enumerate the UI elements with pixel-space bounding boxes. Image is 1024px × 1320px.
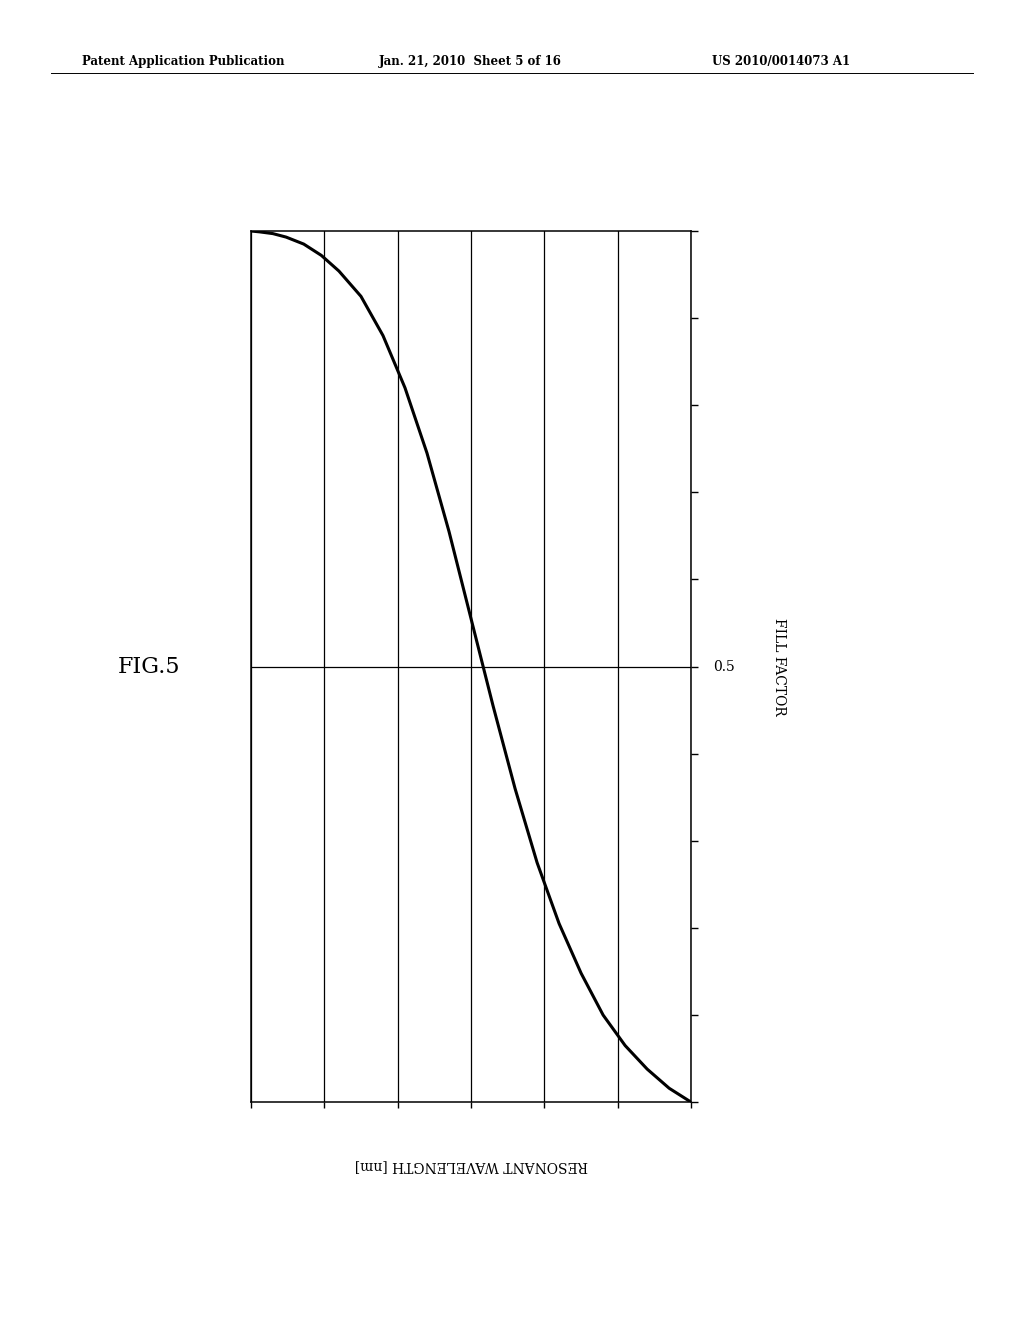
- Text: Jan. 21, 2010  Sheet 5 of 16: Jan. 21, 2010 Sheet 5 of 16: [379, 55, 562, 69]
- Text: RESONANT WAVELENGTH [nm]: RESONANT WAVELENGTH [nm]: [354, 1159, 588, 1173]
- Text: 0.5: 0.5: [714, 660, 735, 673]
- Text: FIG.5: FIG.5: [118, 656, 180, 677]
- Text: US 2010/0014073 A1: US 2010/0014073 A1: [712, 55, 850, 69]
- Text: Patent Application Publication: Patent Application Publication: [82, 55, 285, 69]
- Text: FILL FACTOR: FILL FACTOR: [772, 618, 786, 715]
